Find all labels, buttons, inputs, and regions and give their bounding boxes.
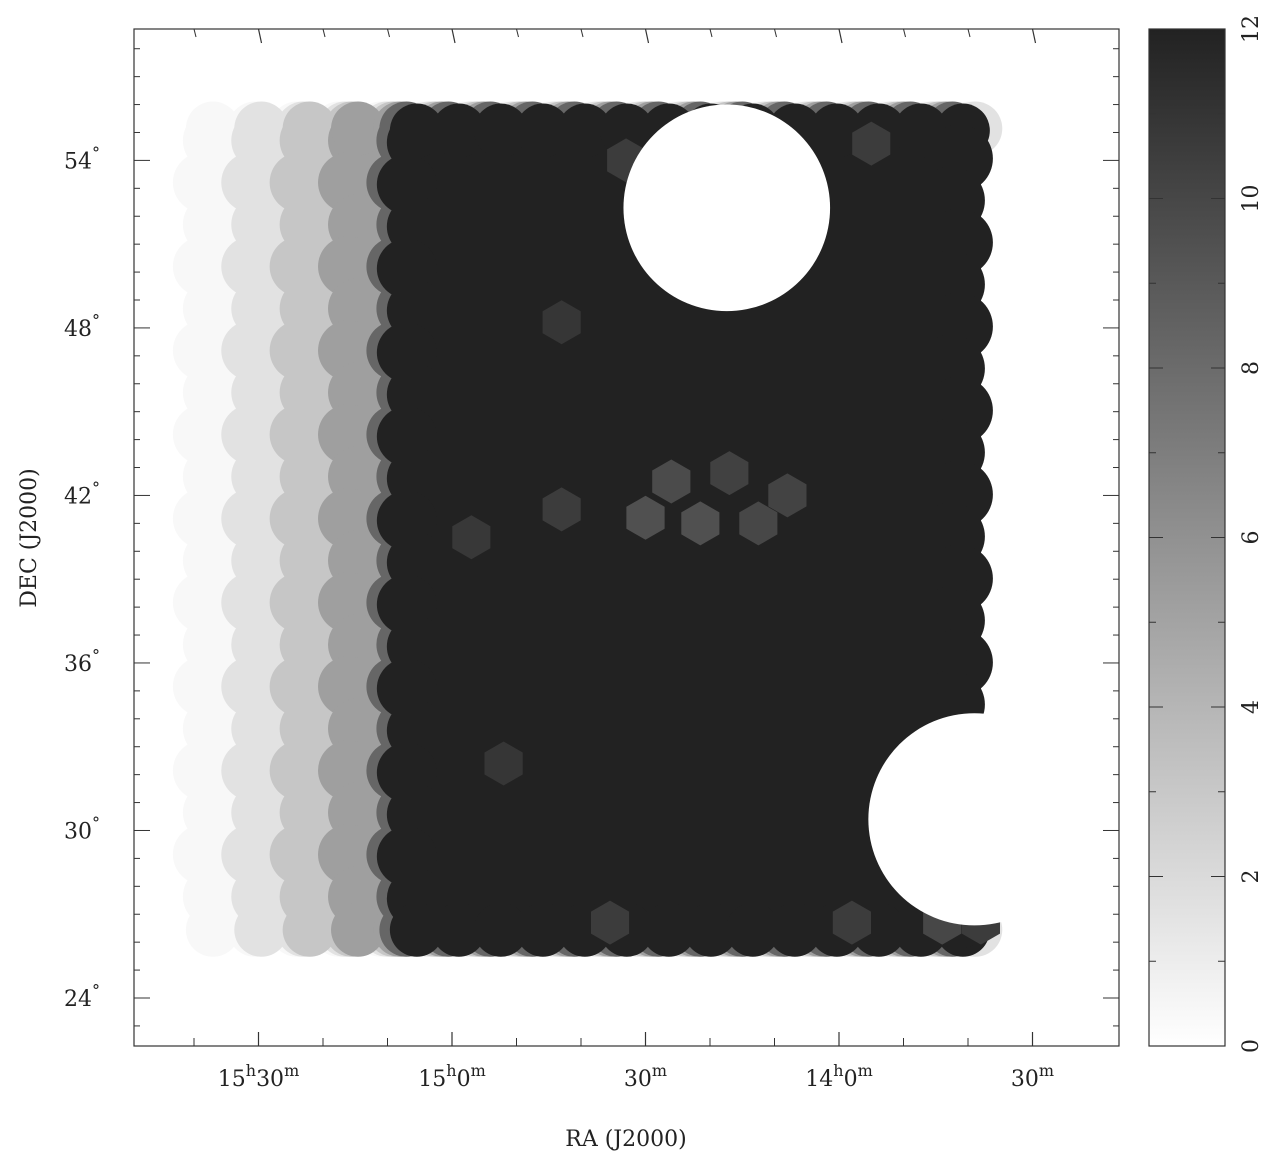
reduced-coverage-patch <box>681 501 720 546</box>
x-tick-label: 30m <box>624 1061 667 1092</box>
coverage-tile <box>389 103 444 158</box>
x-minor-tick-top <box>387 28 390 38</box>
coverage-tile <box>809 103 864 158</box>
coverage-tile <box>683 902 738 957</box>
x-minor-tick-top <box>967 28 971 38</box>
coverage-gap <box>623 104 831 312</box>
reduced-coverage-patch <box>710 451 749 496</box>
coverage-tile <box>234 101 289 156</box>
x-minor-tick-top <box>516 28 519 38</box>
y-tick-label: 42° <box>64 478 100 509</box>
reduced-coverage-patch <box>542 487 581 532</box>
plot-frame <box>133 28 1120 1047</box>
y-tick-label: 48° <box>64 311 100 342</box>
colorbar-tick-label: 4 <box>1239 700 1264 714</box>
x-major-tick-top <box>257 28 263 44</box>
colorbar-tick-label: 0 <box>1239 1039 1264 1053</box>
reduced-coverage-patch <box>739 501 778 546</box>
x-major-tick-top <box>1031 28 1037 44</box>
coverage-tile <box>431 103 486 158</box>
y-tick-label: 30° <box>64 813 100 844</box>
colorbar-tick-label: 10 <box>1239 185 1264 213</box>
reduced-coverage-patch <box>832 900 871 945</box>
colorbar: 0 2 4 6 8 10 12 <box>1148 15 1264 1053</box>
x-tick-label: 14h0m <box>805 1061 872 1092</box>
reduced-coverage-patch <box>591 900 630 945</box>
coverage-tile <box>282 101 337 156</box>
y-axis-label: DEC (J2000) <box>17 468 42 608</box>
x-tick-label: 15h0m <box>418 1061 485 1092</box>
coverage-tile <box>473 902 528 957</box>
reduced-coverage-patch <box>768 473 807 518</box>
coverage-tile <box>389 902 444 957</box>
reduced-coverage-patch <box>852 121 891 166</box>
coverage-tile <box>473 103 528 158</box>
x-major-tick-top <box>644 28 650 44</box>
reduced-coverage-patch <box>484 741 523 786</box>
coverage-tile <box>599 103 654 158</box>
colorbar-frame <box>1148 28 1226 1047</box>
x-minor-tick-top <box>709 28 713 38</box>
reduced-coverage-patch <box>452 515 491 560</box>
coverage-gaps <box>623 104 1081 926</box>
x-major-tick-top <box>838 28 843 44</box>
coverage-tile <box>234 902 289 957</box>
coverage-tile <box>641 902 696 957</box>
coverage-tile <box>282 902 337 957</box>
x-minor-tick-top <box>774 28 777 38</box>
coverage-tile <box>515 103 570 158</box>
coverage-tile <box>767 902 822 957</box>
coverage-tile <box>185 902 240 957</box>
x-tick-label: 15h30m <box>218 1061 299 1092</box>
coverage-tile <box>331 902 386 957</box>
coverage-tile <box>557 103 612 158</box>
x-minor-tick-top <box>322 28 326 38</box>
reduced-coverage-patch <box>542 300 581 345</box>
coverage-tile <box>185 101 240 156</box>
x-minor-tick-top <box>580 28 584 38</box>
coverage-tile <box>431 902 486 957</box>
reduced-coverage-patch <box>626 495 665 540</box>
colorbar-tick-label: 12 <box>1239 15 1264 43</box>
y-tick-label: 54° <box>64 143 100 174</box>
x-axis-label: RA (J2000) <box>565 1127 686 1152</box>
x-axis-ticks: 15h30m 15h0m 30m 14h0m 30m <box>193 28 1054 1092</box>
colorbar-ticks: 0 2 4 6 8 10 12 <box>1149 15 1264 1053</box>
x-tick-label: 30m <box>1011 1061 1054 1092</box>
colorbar-tick-label: 8 <box>1239 361 1264 375</box>
y-tick-label: 36° <box>64 646 100 677</box>
coverage-tile <box>331 101 386 156</box>
coverage-tile <box>725 902 780 957</box>
x-major-tick-top <box>451 28 456 44</box>
x-minor-tick-top <box>193 28 197 38</box>
colorbar-tick-label: 2 <box>1239 870 1264 884</box>
coverage-tile <box>515 902 570 957</box>
colorbar-tick-label: 6 <box>1239 531 1264 545</box>
coverage-gap <box>868 713 1081 926</box>
y-axis-ticks: 24° 30° 36° 42° 48° 54° <box>64 48 1119 1027</box>
reduced-coverage-patch <box>652 459 691 504</box>
x-minor-tick-top <box>903 28 906 38</box>
y-tick-label: 24° <box>64 981 100 1012</box>
